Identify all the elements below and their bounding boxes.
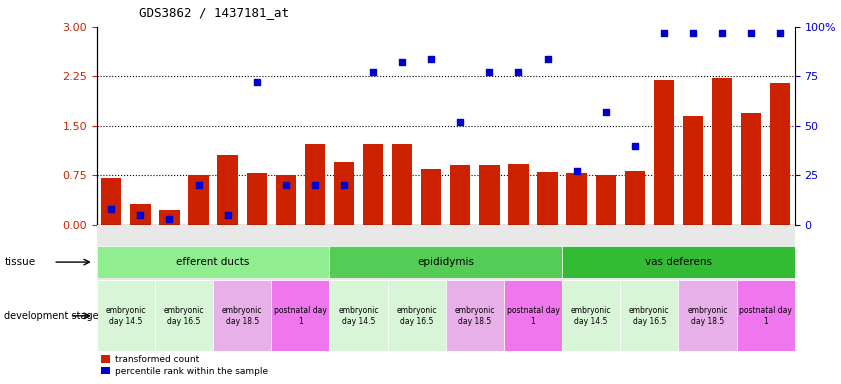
Point xyxy=(511,69,525,75)
Text: vas deferens: vas deferens xyxy=(645,257,712,267)
Bar xyxy=(737,280,795,351)
Bar xyxy=(567,173,587,225)
Bar xyxy=(537,172,558,225)
Point xyxy=(628,142,642,149)
Bar xyxy=(101,179,121,225)
Bar xyxy=(188,175,209,225)
Bar xyxy=(683,116,703,225)
Bar xyxy=(595,175,616,225)
Point xyxy=(774,30,787,36)
Bar xyxy=(392,144,412,225)
Point xyxy=(337,182,351,188)
Text: epididymis: epididymis xyxy=(417,257,474,267)
Text: embryonic
day 16.5: embryonic day 16.5 xyxy=(396,306,436,326)
Point xyxy=(686,30,700,36)
Bar xyxy=(130,204,151,225)
Bar xyxy=(479,166,500,225)
Bar xyxy=(97,280,155,351)
Point xyxy=(250,79,263,85)
Text: embryonic
day 18.5: embryonic day 18.5 xyxy=(455,306,495,326)
Point xyxy=(599,109,612,115)
Bar xyxy=(330,280,388,351)
Text: postnatal day
1: postnatal day 1 xyxy=(274,306,327,326)
Text: efferent ducts: efferent ducts xyxy=(177,257,250,267)
Point xyxy=(134,212,147,218)
Bar xyxy=(770,83,791,225)
Bar xyxy=(246,173,267,225)
Point xyxy=(192,182,205,188)
Text: embryonic
day 16.5: embryonic day 16.5 xyxy=(629,306,669,326)
Bar xyxy=(218,156,238,225)
Point xyxy=(162,216,176,222)
Bar xyxy=(653,79,674,225)
Point xyxy=(541,55,554,61)
Bar xyxy=(330,246,562,278)
Bar xyxy=(421,169,442,225)
Text: embryonic
day 14.5: embryonic day 14.5 xyxy=(571,306,611,326)
Bar xyxy=(711,78,733,225)
Point xyxy=(570,168,584,174)
Text: embryonic
day 16.5: embryonic day 16.5 xyxy=(164,306,204,326)
Bar xyxy=(213,280,271,351)
Point xyxy=(453,119,467,125)
Text: postnatal day
1: postnatal day 1 xyxy=(739,306,792,326)
Bar xyxy=(334,162,354,225)
Point xyxy=(308,182,321,188)
Text: embryonic
day 14.5: embryonic day 14.5 xyxy=(338,306,378,326)
Bar xyxy=(97,246,330,278)
Text: postnatal day
1: postnatal day 1 xyxy=(506,306,559,326)
Text: tissue: tissue xyxy=(4,257,35,267)
Bar xyxy=(741,113,761,225)
Bar xyxy=(562,246,795,278)
Point xyxy=(716,30,729,36)
Text: embryonic
day 18.5: embryonic day 18.5 xyxy=(687,306,727,326)
Bar xyxy=(508,164,529,225)
Bar xyxy=(271,280,330,351)
Bar xyxy=(625,170,645,225)
Text: embryonic
day 14.5: embryonic day 14.5 xyxy=(106,306,146,326)
Point xyxy=(104,206,118,212)
Point xyxy=(395,60,409,66)
Bar xyxy=(620,280,679,351)
Point xyxy=(483,69,496,75)
Point xyxy=(221,212,235,218)
Point xyxy=(657,30,670,36)
Legend: transformed count, percentile rank within the sample: transformed count, percentile rank withi… xyxy=(101,355,268,376)
Bar xyxy=(504,280,562,351)
Point xyxy=(425,55,438,61)
Bar xyxy=(155,280,213,351)
Bar xyxy=(450,166,470,225)
Bar xyxy=(679,280,737,351)
Bar xyxy=(276,175,296,225)
Text: development stage: development stage xyxy=(4,311,99,321)
Bar xyxy=(159,210,180,225)
Bar xyxy=(362,144,383,225)
Point xyxy=(279,182,293,188)
Bar xyxy=(446,280,504,351)
Bar xyxy=(304,144,325,225)
Text: GDS3862 / 1437181_at: GDS3862 / 1437181_at xyxy=(139,6,288,19)
Bar xyxy=(388,280,446,351)
Bar xyxy=(562,280,620,351)
Text: embryonic
day 18.5: embryonic day 18.5 xyxy=(222,306,262,326)
Point xyxy=(367,69,380,75)
Point xyxy=(744,30,758,36)
